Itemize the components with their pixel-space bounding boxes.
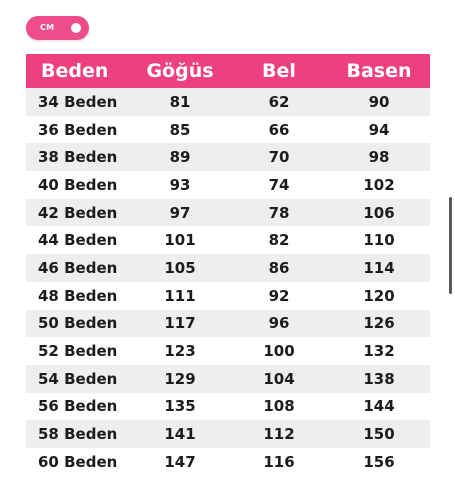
table-row: 46 Beden 105 86 114	[26, 254, 430, 282]
cell-size: 50 Beden	[38, 314, 118, 333]
table-row: 38 Beden 89 70 98	[26, 143, 430, 172]
cell-waist: 62	[268, 92, 290, 111]
cell-waist: 96	[268, 314, 290, 333]
table-header-row: Beden Göğüs Bel Basen	[26, 54, 430, 88]
cell-waist: 92	[268, 286, 290, 305]
table-row: 36 Beden 85 66 94	[26, 115, 430, 144]
cell-chest: 89	[169, 148, 191, 167]
cell-size: 38 Beden	[38, 148, 118, 167]
cell-size: 48 Beden	[38, 286, 118, 305]
cell-chest: 111	[164, 286, 196, 305]
table-row: 58 Beden 141 112 150	[26, 420, 430, 448]
cell-chest: 81	[169, 92, 191, 111]
table-row: 54 Beden 129 104 138	[26, 364, 430, 393]
cell-chest: 101	[164, 231, 196, 250]
cell-chest: 117	[164, 314, 196, 333]
cell-hip: 156	[363, 452, 395, 471]
cell-size: 40 Beden	[38, 175, 118, 194]
cell-chest: 147	[164, 452, 196, 471]
cell-chest: 97	[169, 203, 191, 222]
toggle-knob-icon	[71, 23, 81, 33]
cell-waist: 116	[263, 452, 295, 471]
cell-chest: 123	[164, 342, 196, 361]
cell-size: 56 Beden	[38, 397, 118, 416]
cell-size: 44 Beden	[38, 231, 118, 250]
cell-size: 58 Beden	[38, 425, 118, 444]
cell-waist: 108	[263, 397, 295, 416]
cell-chest: 93	[169, 175, 191, 194]
unit-toggle-label: CM	[40, 23, 55, 32]
cell-waist: 66	[268, 120, 290, 139]
cell-waist: 86	[268, 258, 290, 277]
cell-hip: 132	[363, 342, 395, 361]
cell-chest: 129	[164, 369, 196, 388]
cell-size: 46 Beden	[38, 258, 118, 277]
table-row: 42 Beden 97 78 106	[26, 198, 430, 227]
cell-hip: 94	[368, 120, 390, 139]
cell-waist: 78	[268, 203, 290, 222]
cell-waist: 104	[263, 369, 295, 388]
header-hip: Basen	[346, 60, 412, 82]
table-row: 50 Beden 117 96 126	[26, 309, 430, 338]
header-size: Beden	[41, 60, 109, 82]
cell-chest: 85	[169, 120, 191, 139]
cell-size: 36 Beden	[38, 120, 118, 139]
cell-hip: 90	[368, 92, 390, 111]
cell-hip: 114	[363, 258, 395, 277]
header-waist: Bel	[262, 60, 296, 82]
unit-toggle[interactable]: CM	[26, 16, 89, 40]
cell-hip: 106	[363, 203, 395, 222]
cell-waist: 74	[268, 175, 290, 194]
cell-hip: 102	[363, 175, 395, 194]
cell-hip: 98	[368, 148, 390, 167]
table-row: 52 Beden 123 100 132	[26, 337, 430, 365]
cell-hip: 138	[363, 369, 395, 388]
cell-hip: 150	[363, 425, 395, 444]
table-row: 44 Beden 101 82 110	[26, 226, 430, 255]
cell-size: 54 Beden	[38, 369, 118, 388]
table-row: 60 Beden 147 116 156	[26, 447, 430, 476]
scrollbar-thumb[interactable]	[449, 197, 452, 294]
cell-chest: 135	[164, 397, 196, 416]
cell-waist: 100	[263, 342, 295, 361]
table-row: 40 Beden 93 74 102	[26, 171, 430, 199]
cell-size: 52 Beden	[38, 342, 118, 361]
cell-size: 34 Beden	[38, 92, 118, 111]
cell-hip: 120	[363, 286, 395, 305]
cell-size: 60 Beden	[38, 452, 118, 471]
cell-hip: 110	[363, 231, 395, 250]
cell-size: 42 Beden	[38, 203, 118, 222]
header-chest: Göğüs	[146, 60, 214, 82]
cell-waist: 70	[268, 148, 290, 167]
table-row: 34 Beden 81 62 90	[26, 88, 430, 116]
cell-chest: 105	[164, 258, 196, 277]
cell-hip: 144	[363, 397, 395, 416]
cell-waist: 82	[268, 231, 290, 250]
cell-waist: 112	[263, 425, 295, 444]
cell-hip: 126	[363, 314, 395, 333]
table-body: 34 Beden 81 62 90 36 Beden 85 66 94 38 Beden 89 70…	[26, 88, 430, 476]
cell-chest: 141	[164, 425, 196, 444]
size-chart-table: Beden Göğüs Bel Basen 34 Beden 81 62 90 36 B…	[26, 54, 430, 476]
table-row: 56 Beden 135 108 144	[26, 392, 430, 421]
table-row: 48 Beden 111 92 120	[26, 281, 430, 310]
